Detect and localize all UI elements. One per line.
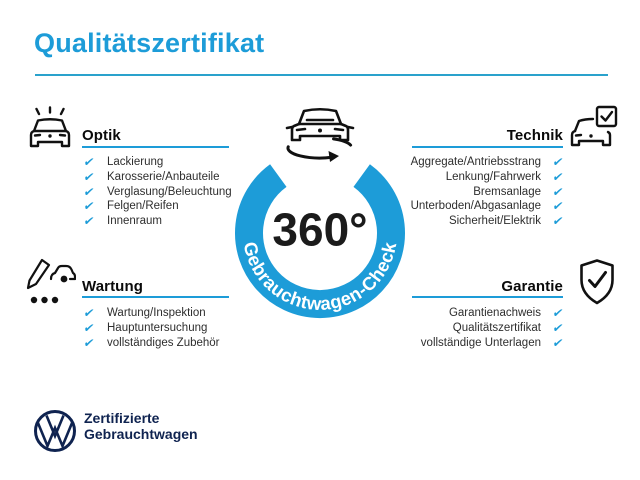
checklist-item-label: vollständiges Zubehör	[107, 336, 220, 349]
check-icon: ✔	[551, 155, 565, 170]
checklist-item: ✔ Wartung/Inspektion	[82, 306, 220, 321]
car-360-rotation-icon	[285, 107, 355, 162]
check-icon: ✔	[551, 199, 565, 214]
checklist-item-label: Qualitätszertifikat	[452, 322, 541, 335]
section-title-technik: Technik	[506, 127, 563, 144]
badge-center-text: 360°	[272, 204, 367, 256]
checklist-item-label: Felgen/Reifen	[107, 200, 179, 213]
car-checkbox-icon	[570, 105, 618, 147]
checklist-item: Unterboden/Abgasanlage ✔	[410, 199, 565, 214]
shining-car-icon	[29, 106, 71, 148]
check-icon: ✔	[82, 155, 96, 170]
checklist-item: ✔ Lackierung	[82, 155, 232, 170]
vw-logo	[34, 410, 76, 452]
check-icon: ✔	[82, 321, 96, 336]
checklist-item-label: Innenraum	[107, 215, 162, 228]
section-rule-technik	[412, 146, 563, 148]
check-icon: ✔	[82, 214, 96, 229]
garantie-checklist: Garantienachweis ✔ Qualitätszertifikat ✔…	[420, 306, 565, 350]
check-icon: ✔	[551, 335, 565, 350]
checklist-item-label: Unterboden/Abgasanlage	[410, 200, 541, 213]
checklist-item: ✔ vollständiges Zubehör	[82, 335, 220, 350]
check-icon: ✔	[82, 306, 96, 321]
shield-check-icon	[580, 259, 614, 305]
checklist-item-label: Verglasung/Beleuchtung	[107, 185, 232, 198]
checklist-item: ✔ Innenraum	[82, 214, 232, 229]
check-icon: ✔	[82, 170, 96, 185]
check-icon: ✔	[82, 184, 96, 199]
optik-checklist: ✔ Lackierung ✔ Karosserie/Anbauteile ✔ V…	[82, 155, 232, 229]
checklist-item-label: Lenkung/Fahrwerk	[445, 171, 541, 184]
technik-checklist: Aggregate/Antriebsstrang ✔ Lenkung/Fahrw…	[410, 155, 565, 229]
checklist-item: Lenkung/Fahrwerk ✔	[411, 170, 565, 185]
section-title-garantie: Garantie	[501, 278, 563, 295]
checklist-item-label: Wartung/Inspektion	[107, 307, 206, 320]
service-checklist-car-icon	[26, 258, 76, 304]
check-icon: ✔	[82, 199, 96, 214]
checklist-item-label: vollständige Unterlagen	[420, 336, 541, 349]
check-icon: ✔	[551, 306, 565, 321]
checklist-item: Aggregate/Antriebsstrang ✔	[410, 155, 565, 170]
section-rule-garantie	[412, 296, 563, 298]
section-title-wartung: Wartung	[82, 278, 143, 295]
check-icon: ✔	[551, 214, 565, 229]
brand-line-1: Zertifizierte	[84, 410, 160, 426]
checklist-item-label: Aggregate/Antriebsstrang	[410, 156, 541, 169]
checklist-item: Sicherheit/Elektrik ✔	[411, 214, 565, 229]
page-title: Qualitätszertifikat	[34, 28, 265, 58]
360-check-badge: Gebrauchtwagen-Check 360°	[235, 164, 405, 318]
brand-wordmark: Zertifizierte Gebrauchtwagen	[84, 410, 198, 442]
section-rule-wartung	[82, 296, 229, 298]
badge-ring	[235, 164, 405, 318]
check-icon: ✔	[551, 321, 565, 336]
section-title-optik: Optik	[82, 127, 121, 144]
checklist-item-label: Hauptuntersuchung	[107, 322, 208, 335]
check-icon: ✔	[82, 335, 96, 350]
brand-line-2: Gebrauchtwagen	[84, 425, 198, 442]
checklist-item: ✔ Hauptuntersuchung	[82, 321, 220, 336]
wartung-checklist: ✔ Wartung/Inspektion ✔ Hauptuntersuchung…	[82, 306, 220, 350]
checklist-item-label: Bremsanlage	[473, 185, 541, 198]
header-divider	[35, 74, 608, 76]
checklist-item: ✔ Felgen/Reifen	[82, 199, 232, 214]
checklist-item-label: Karosserie/Anbauteile	[107, 171, 220, 184]
checklist-item-label: Garantienachweis	[448, 307, 541, 320]
checklist-item: ✔ Karosserie/Anbauteile	[82, 170, 232, 185]
checklist-item: Qualitätszertifikat ✔	[421, 321, 565, 336]
checklist-item: ✔ Verglasung/Beleuchtung	[82, 184, 232, 199]
checklist-item: Garantienachweis ✔	[421, 306, 565, 321]
section-rule-optik	[82, 146, 229, 148]
checklist-item: Bremsanlage ✔	[411, 184, 565, 199]
check-icon: ✔	[551, 170, 565, 185]
checklist-item: vollständige Unterlagen ✔	[420, 335, 565, 350]
check-icon: ✔	[551, 184, 565, 199]
checklist-item-label: Sicherheit/Elektrik	[448, 215, 541, 228]
checklist-item-label: Lackierung	[107, 156, 164, 169]
rotation-arrowhead	[328, 151, 339, 162]
